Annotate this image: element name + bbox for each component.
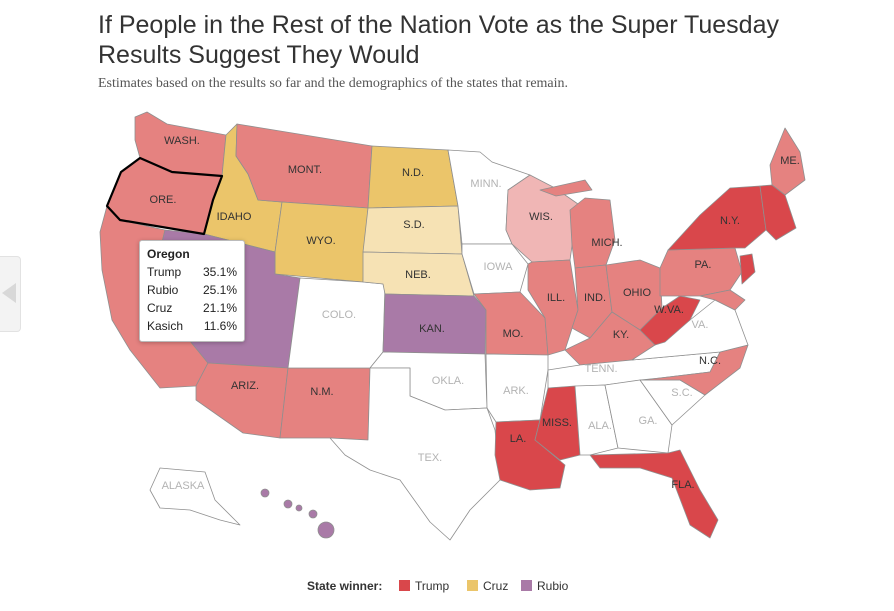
state-label: COLO. <box>322 309 356 321</box>
state-label: OKLA. <box>432 375 464 387</box>
tooltip-row-rubio: Rubio 25.1% <box>147 283 239 299</box>
state-label: LA. <box>510 433 527 445</box>
state-label: N.Y. <box>720 215 740 227</box>
state-label: S.D. <box>403 219 424 231</box>
state-label: IDAHO <box>217 211 252 223</box>
state-label: KY. <box>613 329 629 341</box>
state-label: N.M. <box>310 386 333 398</box>
state-label: N.D. <box>402 167 424 179</box>
state-label: WASH. <box>164 135 200 147</box>
state-label: MISS. <box>542 417 572 429</box>
state-label: S.C. <box>671 387 692 399</box>
state-label: MONT. <box>288 164 322 176</box>
state-kan[interactable] <box>382 293 487 355</box>
state-label: ORE. <box>150 194 177 206</box>
hawaii-island[interactable] <box>308 509 318 519</box>
state-label: ARIZ. <box>231 380 259 392</box>
hawaii-island[interactable] <box>317 521 335 539</box>
state-ore[interactable] <box>105 156 224 236</box>
state-label: TEX. <box>418 452 442 464</box>
state-label: N.C. <box>699 355 721 367</box>
legend-swatch <box>521 580 532 591</box>
state-nc[interactable] <box>639 344 749 396</box>
state-label: WYO. <box>306 235 335 247</box>
state-label: IOWA <box>484 261 514 273</box>
state-label: ME. <box>780 155 800 167</box>
legend-title: State winner: <box>307 579 383 593</box>
hawaii-island[interactable] <box>283 499 293 509</box>
state-ny[interactable] <box>667 185 767 251</box>
legend-swatch <box>399 580 410 591</box>
state-ill[interactable] <box>527 259 579 356</box>
tooltip-share: 35.1% <box>202 265 237 279</box>
state-label: MO. <box>503 328 524 340</box>
state-label: ALASKA <box>162 480 205 492</box>
state-label: W.VA. <box>654 304 684 316</box>
state-nesmall[interactable] <box>759 184 797 241</box>
state-fla[interactable] <box>589 449 719 539</box>
previous-slide-tab[interactable] <box>0 256 21 332</box>
hawaii-island[interactable] <box>260 488 270 498</box>
subhead: Estimates based on the results so far an… <box>98 76 569 91</box>
chevron-left-icon <box>2 283 16 303</box>
state-label: MICH. <box>591 237 622 249</box>
legend-label: Cruz <box>483 579 509 593</box>
tooltip-share: 21.1% <box>202 301 237 315</box>
tooltip-candidate: Trump <box>147 265 182 279</box>
state-ala[interactable] <box>574 384 619 456</box>
tooltip-share: 25.1% <box>202 283 237 297</box>
tooltip-share: 11.6% <box>203 319 237 333</box>
state-alaska[interactable] <box>149 467 241 526</box>
state-label: FLA. <box>671 479 694 491</box>
state-label: TENN. <box>585 363 618 375</box>
state-label: KAN. <box>419 323 445 335</box>
state-nj[interactable] <box>739 253 756 285</box>
state-nm[interactable] <box>279 367 371 441</box>
state-label: NEB. <box>405 269 431 281</box>
tooltip-candidate: Cruz <box>147 301 173 315</box>
state-label: GA. <box>639 415 658 427</box>
hawaii-island[interactable] <box>295 504 303 512</box>
state-colo[interactable] <box>287 277 386 369</box>
state-wyo[interactable] <box>274 201 369 283</box>
tooltip-row-trump: Trump 35.1% <box>147 265 239 281</box>
state-label: ILL. <box>547 292 565 304</box>
state-ga[interactable] <box>604 379 673 454</box>
headline: If People in the Rest of the Nation Vote… <box>98 11 779 69</box>
state-tooltip: Oregon Trump 35.1% Rubio 25.1% Cruz 21.1… <box>139 240 245 342</box>
legend-swatch <box>467 580 478 591</box>
tooltip-state-name: Oregon <box>147 247 190 261</box>
state-label: IND. <box>584 292 606 304</box>
state-label: ALA. <box>588 420 612 432</box>
legend-label: Trump <box>415 579 450 593</box>
state-label: WIS. <box>529 211 553 223</box>
state-ariz[interactable] <box>195 362 289 439</box>
state-wva[interactable] <box>639 295 701 346</box>
state-label: OHIO <box>623 287 652 299</box>
tooltip-candidate: Rubio <box>147 283 179 297</box>
tooltip-row-cruz: Cruz 21.1% <box>147 301 239 317</box>
legend-label: Rubio <box>537 579 569 593</box>
tooltip-candidate: Kasich <box>147 319 184 333</box>
state-mich[interactable] <box>539 179 616 269</box>
state-label: VA. <box>692 319 709 331</box>
state-label: MINN. <box>470 178 501 190</box>
state-label: PA. <box>695 259 712 271</box>
tooltip-row-kasich: Kasich 11.6% <box>147 319 239 335</box>
state-md[interactable] <box>699 289 746 311</box>
state-label: ARK. <box>503 385 529 397</box>
state-pa[interactable] <box>659 247 743 297</box>
